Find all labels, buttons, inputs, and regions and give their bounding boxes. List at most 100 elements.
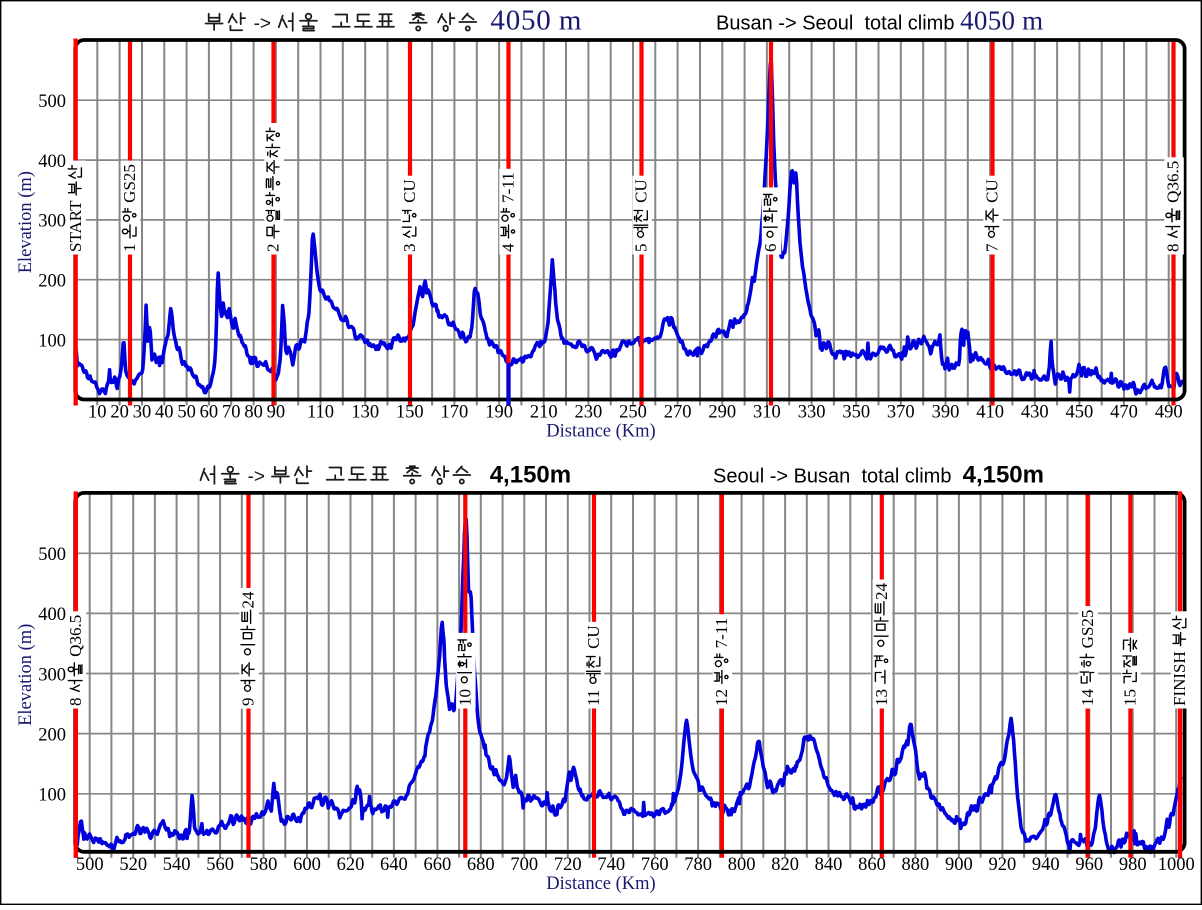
svg-text:470: 470 [1110, 403, 1138, 423]
svg-text:60: 60 [200, 403, 219, 423]
svg-text:11: 11 [584, 690, 603, 706]
svg-text:410: 410 [976, 403, 1004, 423]
svg-text:920: 920 [989, 855, 1017, 875]
svg-text:climb: climb [908, 13, 955, 35]
svg-text:4050: 4050 [960, 6, 1015, 36]
svg-text:300: 300 [38, 665, 66, 685]
svg-text:Busan: Busan [794, 466, 851, 488]
svg-text:CU: CU [983, 179, 1002, 203]
svg-text:110: 110 [307, 403, 334, 423]
svg-text:960: 960 [1075, 855, 1103, 875]
svg-text:9: 9 [239, 698, 258, 707]
svg-text:GS25: GS25 [1078, 610, 1097, 649]
svg-text:Busan: Busan [716, 13, 773, 35]
svg-text:CU: CU [584, 625, 603, 649]
svg-text:520: 520 [119, 855, 147, 875]
svg-text:500: 500 [76, 855, 104, 875]
svg-text:8: 8 [66, 698, 85, 707]
svg-text:150: 150 [396, 403, 424, 423]
svg-text:900: 900 [945, 855, 973, 875]
svg-text:90: 90 [267, 403, 286, 423]
svg-text:400: 400 [38, 152, 66, 172]
svg-text:300: 300 [38, 212, 66, 232]
svg-text:Distance (Km): Distance (Km) [546, 874, 655, 894]
svg-text:Q36.5: Q36.5 [1164, 161, 1183, 203]
svg-text:24: 24 [872, 583, 891, 601]
svg-text:880: 880 [902, 855, 930, 875]
svg-text:190: 190 [485, 403, 513, 423]
svg-text:m: m [559, 5, 582, 37]
svg-text:700: 700 [510, 855, 538, 875]
svg-text:290: 290 [708, 403, 736, 423]
svg-text:270: 270 [664, 403, 692, 423]
svg-text:1: 1 [120, 244, 139, 253]
svg-text:450: 450 [1066, 403, 1094, 423]
svg-text:20: 20 [110, 403, 129, 423]
svg-text:310: 310 [753, 403, 781, 423]
svg-text:680: 680 [467, 855, 495, 875]
svg-text:4050: 4050 [490, 5, 551, 37]
svg-text:50: 50 [177, 403, 196, 423]
svg-text:24: 24 [239, 591, 258, 609]
svg-text:600: 600 [293, 855, 321, 875]
svg-text:START: START [66, 200, 85, 252]
svg-text:6: 6 [761, 244, 780, 253]
svg-text:climb: climb [905, 466, 952, 488]
svg-text:->: -> [778, 13, 796, 35]
svg-text:->: -> [248, 467, 265, 488]
svg-text:660: 660 [424, 855, 452, 875]
svg-text:GS25: GS25 [120, 164, 139, 203]
svg-text:13: 13 [872, 689, 891, 706]
svg-text:580: 580 [250, 855, 278, 875]
svg-text:70: 70 [222, 403, 241, 423]
svg-text:490: 490 [1155, 403, 1183, 423]
svg-text:Q36.5: Q36.5 [66, 615, 85, 657]
svg-text:4,150m: 4,150m [963, 462, 1044, 489]
svg-text:820: 820 [771, 855, 799, 875]
svg-text:1000: 1000 [1158, 855, 1195, 875]
svg-text:200: 200 [38, 725, 66, 745]
svg-text:->: -> [254, 14, 271, 35]
svg-text:640: 640 [380, 855, 408, 875]
svg-text:330: 330 [798, 403, 826, 423]
svg-text:430: 430 [1021, 403, 1049, 423]
svg-text:2: 2 [264, 244, 283, 253]
svg-text:40: 40 [155, 403, 174, 423]
svg-text:620: 620 [337, 855, 365, 875]
svg-text:Elevation (m): Elevation (m) [16, 624, 36, 726]
svg-text:720: 720 [554, 855, 582, 875]
svg-text:->: -> [770, 466, 788, 488]
svg-text:12: 12 [712, 689, 731, 706]
svg-text:740: 740 [597, 855, 625, 875]
svg-text:230: 230 [575, 403, 603, 423]
svg-text:350: 350 [842, 403, 870, 423]
svg-text:100: 100 [38, 786, 66, 806]
svg-text:840: 840 [815, 855, 843, 875]
svg-text:CU: CU [632, 179, 651, 203]
svg-text:7-11: 7-11 [499, 172, 518, 203]
svg-text:m: m [1022, 6, 1043, 36]
svg-text:940: 940 [1032, 855, 1060, 875]
svg-text:Elevation (m): Elevation (m) [16, 171, 36, 273]
svg-text:860: 860 [858, 855, 886, 875]
svg-text:400: 400 [38, 605, 66, 625]
svg-text:980: 980 [1119, 855, 1147, 875]
svg-text:4: 4 [499, 243, 518, 252]
svg-text:7: 7 [983, 243, 1002, 252]
svg-text:30: 30 [133, 403, 152, 423]
svg-text:760: 760 [641, 855, 669, 875]
svg-text:CU: CU [400, 179, 419, 203]
svg-text:100: 100 [38, 331, 66, 351]
svg-text:15: 15 [1121, 689, 1140, 706]
svg-text:total: total [865, 13, 903, 35]
svg-text:10: 10 [456, 689, 475, 706]
svg-text:390: 390 [932, 403, 960, 423]
svg-text:Seoul: Seoul [713, 466, 764, 488]
svg-text:80: 80 [244, 403, 263, 423]
svg-text:4,150m: 4,150m [490, 462, 571, 489]
svg-text:Seoul: Seoul [802, 13, 853, 35]
svg-text:560: 560 [206, 855, 234, 875]
svg-text:540: 540 [163, 855, 191, 875]
svg-text:780: 780 [684, 855, 712, 875]
svg-text:170: 170 [441, 403, 469, 423]
